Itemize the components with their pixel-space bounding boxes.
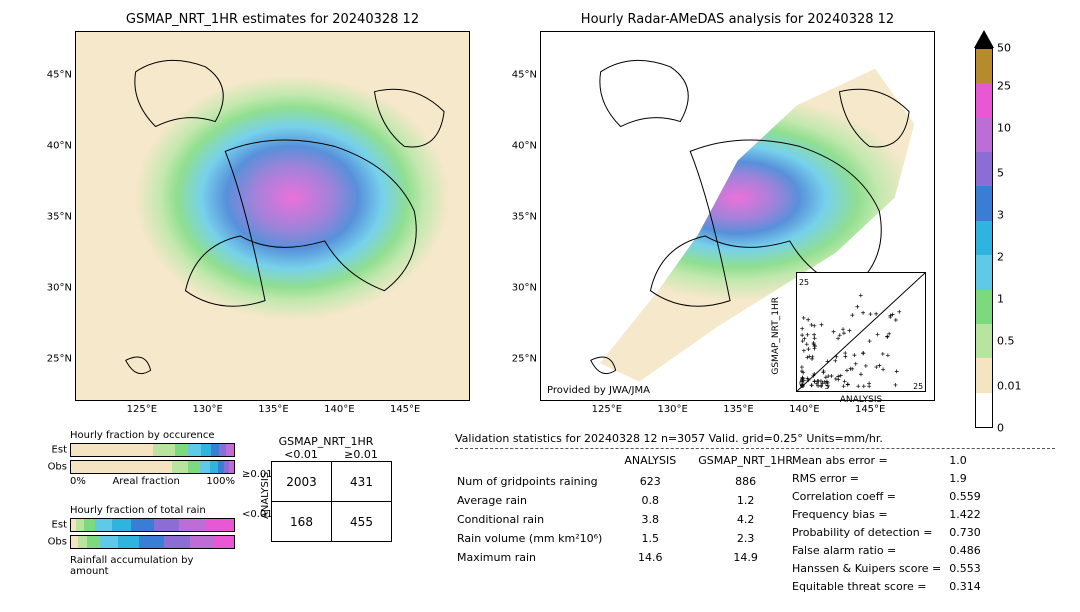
svg-text:0: 0 (799, 379, 804, 388)
stats-table-right: Mean abs error =1.0RMS error =1.9Correla… (790, 452, 983, 598)
hbar-tot-obs: Obs (70, 535, 235, 549)
rainfall-accum-title: Rainfall accumulation by amount (70, 555, 235, 577)
ctab-cell-00: 2003 (272, 462, 332, 502)
inset-ylabel: GSMAP_NRT_1HR (771, 297, 781, 375)
hfrac-total-title: Hourly fraction of total rain (70, 505, 235, 516)
hbar-occ-est: Est (70, 443, 235, 457)
colorbar: 50251053210.50.010 (975, 30, 994, 428)
inset-scatter: 25 0 5 25 GSMAP_NRT_1HR ANALYSIS (796, 272, 926, 392)
stats-table-left: ANALYSISGSMAP_NRT_1HRNum of gridpoints r… (455, 452, 815, 570)
ctab-cell-11: 455 (332, 502, 392, 542)
hbar-occ-obs: Obs (70, 460, 235, 474)
hourly-fraction-total-rain: Hourly fraction of total rain Est Obs Ra… (70, 505, 235, 579)
ctab-col-title: GSMAP_NRT_1HR (260, 435, 392, 448)
ctab-cell-01: 431 (332, 462, 392, 502)
ctab-row-title: ANALYSIS (260, 455, 271, 535)
stats-divider (455, 448, 1055, 449)
ctab-cell-10: 168 (272, 502, 332, 542)
map-title-right: Hourly Radar-AMeDAS analysis for 2024032… (540, 12, 935, 27)
svg-text:5: 5 (825, 382, 830, 391)
map-panel-right: Hourly Radar-AMeDAS analysis for 2024032… (540, 12, 935, 401)
map-box-right: Provided by JWA/JMA 25 0 5 25 GSMAP_NRT_… (540, 31, 935, 401)
hfrac-occ-title: Hourly fraction by occurence (70, 430, 235, 441)
validation-stats-header: Validation statistics for 20240328 12 n=… (455, 432, 883, 445)
provided-by-label: Provided by JWA/JMA (547, 385, 650, 396)
hbar-tot-est: Est (70, 518, 235, 532)
colorbar-overflow-arrow (974, 30, 994, 48)
map-panel-left: GSMAP_NRT_1HR estimates for 20240328 12 … (75, 12, 470, 401)
svg-text:25: 25 (799, 278, 809, 287)
contingency-table: GSMAP_NRT_1HR ANALYSIS <0.01 ≥0.01 2003 … (260, 435, 392, 542)
svg-text:25: 25 (913, 382, 923, 391)
map-title-left: GSMAP_NRT_1HR estimates for 20240328 12 (75, 12, 470, 27)
map-box-left: 25°N30°N35°N40°N45°N125°E130°E135°E140°E… (75, 31, 470, 401)
hourly-fraction-occurence: Hourly fraction by occurence Est Obs 0% … (70, 430, 235, 487)
